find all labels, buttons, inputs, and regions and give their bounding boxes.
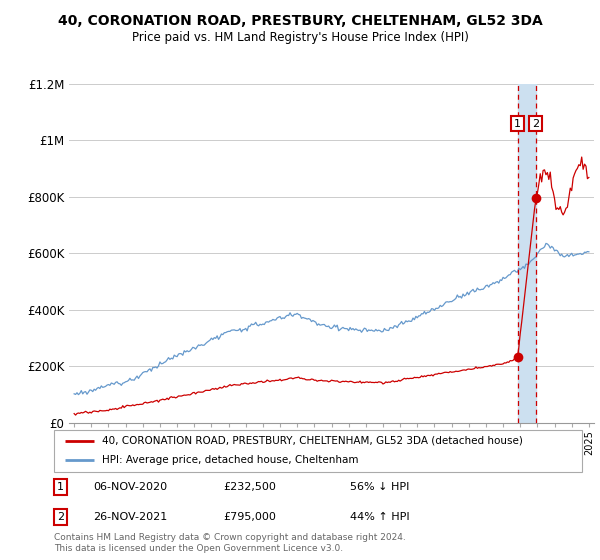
FancyBboxPatch shape: [54, 430, 582, 472]
Text: 2: 2: [57, 512, 64, 522]
Text: 1: 1: [57, 482, 64, 492]
Text: £232,500: £232,500: [223, 482, 276, 492]
Bar: [518, 84, 536, 423]
Text: 44% ↑ HPI: 44% ↑ HPI: [350, 512, 409, 522]
Text: Contains HM Land Registry data © Crown copyright and database right 2024.
This d: Contains HM Land Registry data © Crown c…: [54, 533, 406, 553]
Text: 2: 2: [532, 119, 539, 129]
Text: HPI: Average price, detached house, Cheltenham: HPI: Average price, detached house, Chel…: [101, 455, 358, 465]
Text: £795,000: £795,000: [223, 512, 276, 522]
Text: 40, CORONATION ROAD, PRESTBURY, CHELTENHAM, GL52 3DA: 40, CORONATION ROAD, PRESTBURY, CHELTENH…: [58, 14, 542, 28]
Text: 1: 1: [514, 119, 521, 129]
Text: 06-NOV-2020: 06-NOV-2020: [94, 482, 168, 492]
Text: 26-NOV-2021: 26-NOV-2021: [94, 512, 168, 522]
Text: Price paid vs. HM Land Registry's House Price Index (HPI): Price paid vs. HM Land Registry's House …: [131, 31, 469, 44]
Text: 40, CORONATION ROAD, PRESTBURY, CHELTENHAM, GL52 3DA (detached house): 40, CORONATION ROAD, PRESTBURY, CHELTENH…: [101, 436, 523, 446]
Text: 56% ↓ HPI: 56% ↓ HPI: [350, 482, 409, 492]
